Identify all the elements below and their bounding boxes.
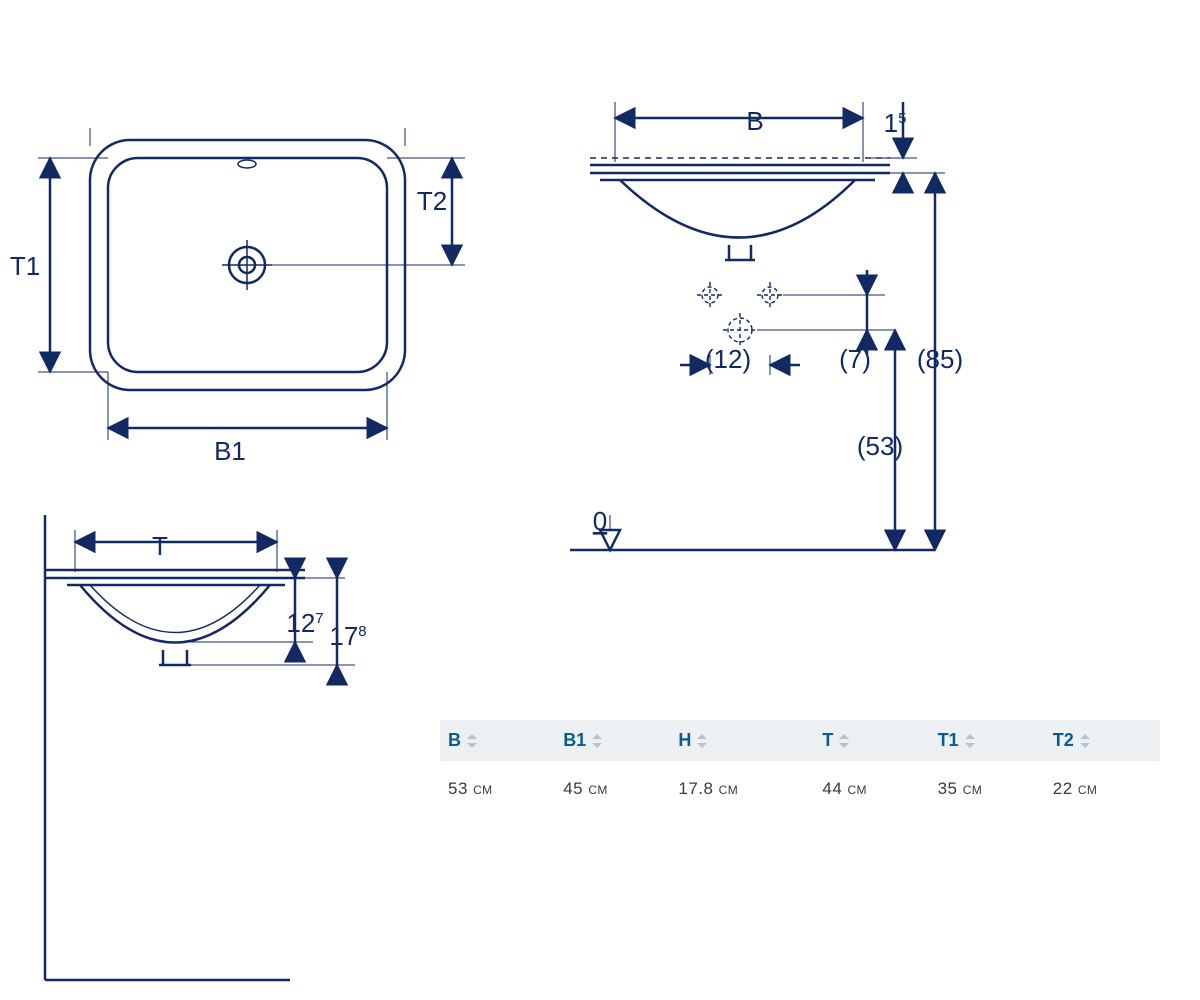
sort-icon[interactable] — [697, 734, 707, 748]
cell-t2: 22 см — [1045, 761, 1160, 807]
label-53: (53) — [857, 431, 903, 461]
side-view — [45, 515, 355, 980]
label-12: (12) — [705, 344, 751, 374]
svg-text:127: 127 — [286, 608, 323, 638]
front-view — [570, 102, 945, 550]
label-b: B — [746, 106, 763, 136]
label-7: (7) — [839, 344, 871, 374]
sort-icon[interactable] — [965, 734, 975, 748]
label-t1: T1 — [10, 251, 40, 281]
col-h[interactable]: H — [670, 720, 814, 761]
spec-table-row: 53 см 45 см 17.8 см 44 см 35 см 22 см — [440, 761, 1160, 807]
col-b[interactable]: B — [440, 720, 555, 761]
cell-h: 17.8 см — [670, 761, 814, 807]
cell-t1: 35 см — [930, 761, 1045, 807]
label-85: (85) — [917, 344, 963, 374]
cell-t: 44 см — [814, 761, 929, 807]
cell-b: 53 см — [440, 761, 555, 807]
sort-icon[interactable] — [592, 734, 602, 748]
col-t[interactable]: T — [814, 720, 929, 761]
label-15: 1 — [884, 108, 898, 138]
label-t: T — [152, 531, 168, 561]
label-178: 17 — [329, 621, 358, 651]
col-b1[interactable]: B1 — [555, 720, 670, 761]
cell-b1: 45 см — [555, 761, 670, 807]
sort-icon[interactable] — [1080, 734, 1090, 748]
label-zero: 0 — [593, 506, 607, 536]
sort-icon[interactable] — [839, 734, 849, 748]
col-t1[interactable]: T1 — [930, 720, 1045, 761]
spec-table-header-row: B B1 H T T1 T2 — [440, 720, 1160, 761]
svg-text:178: 178 — [329, 621, 366, 651]
sort-icon[interactable] — [467, 734, 477, 748]
top-view — [38, 128, 465, 440]
col-t2[interactable]: T2 — [1045, 720, 1160, 761]
label-b1: B1 — [214, 436, 246, 466]
technical-drawing: T1 T2 B1 — [0, 0, 1200, 1000]
spec-table: B B1 H T T1 T2 53 см 45 см 17.8 см 44 см… — [440, 720, 1160, 807]
label-127: 12 — [286, 608, 315, 638]
label-t2: T2 — [417, 186, 447, 216]
